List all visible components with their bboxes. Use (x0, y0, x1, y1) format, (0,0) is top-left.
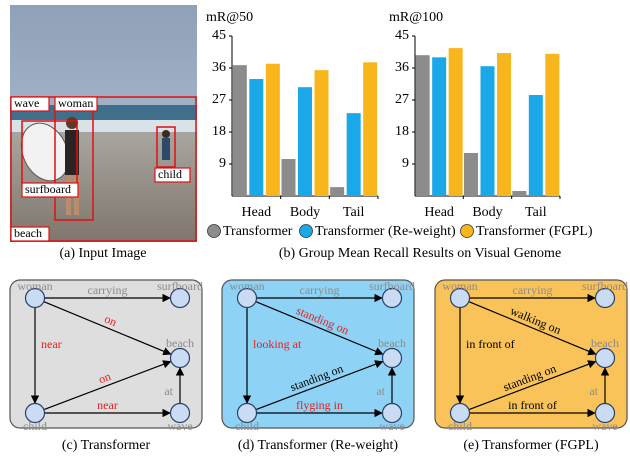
legend-swatch (208, 225, 221, 238)
legend-label: Transformer (Re-weight) (315, 224, 456, 239)
bar (330, 187, 344, 196)
bar (315, 70, 329, 196)
y-tick-label: 36 (212, 60, 226, 75)
x-tick-label: Tail (343, 205, 365, 220)
edge-label: in front of (508, 398, 557, 412)
node-label: child (448, 419, 472, 433)
y-tick-label: 36 (395, 60, 409, 75)
node-label: beach (591, 336, 619, 350)
edge-label: carrying (300, 283, 340, 297)
edge-label: at (376, 384, 385, 398)
y-tick-label: 27 (395, 92, 409, 107)
figure: wave woman surfboard child beach (a) Inp… (0, 0, 630, 473)
bbox-label: beach (14, 226, 42, 240)
caption: (c) Transformer (62, 438, 151, 453)
legend-label: Transformer (223, 224, 293, 239)
node-label: wave (379, 419, 404, 433)
edge-label: in front of (466, 337, 515, 351)
edge-label: looking at (253, 337, 302, 351)
caption: (d) Transformer (Re-weight) (238, 438, 399, 453)
bar (432, 57, 446, 196)
y-axis-title: mR@50 (206, 10, 253, 25)
edge-label: flyging in (296, 398, 343, 412)
node-label: beach (166, 336, 194, 350)
edge-label: carrying (513, 283, 553, 297)
bar (464, 153, 478, 196)
legend-swatch (461, 225, 474, 238)
node-label: wave (167, 419, 192, 433)
bar (416, 55, 430, 196)
y-tick-label: 45 (212, 28, 226, 43)
x-tick-label: Tail (525, 205, 547, 220)
edge-label: near (97, 398, 118, 412)
x-tick-label: Body (290, 205, 320, 220)
bar (282, 159, 296, 196)
bar (266, 64, 280, 196)
x-tick-label: Head (424, 205, 454, 220)
node-label: surfboard (157, 279, 203, 293)
scene-graph: carryingstanding onlooking atstanding on… (222, 279, 415, 433)
y-axis-title: mR@100 (389, 10, 443, 25)
bbox-label: wave (14, 96, 39, 110)
bbox-label: child (158, 167, 182, 181)
node (171, 349, 190, 368)
node-label: beach (378, 336, 406, 350)
edge-label: near (41, 337, 62, 351)
bar (347, 113, 361, 196)
legend-label: Transformer (FGPL) (476, 224, 593, 239)
bar (512, 191, 526, 196)
edge-label: carrying (88, 283, 128, 297)
y-tick-label: 18 (395, 124, 409, 139)
bar (449, 48, 463, 196)
legend-swatch (300, 225, 313, 238)
y-tick-label: 27 (212, 92, 226, 107)
bar (481, 66, 495, 196)
node-label: surfboard (582, 279, 628, 293)
y-tick-label: 18 (212, 124, 226, 139)
bar (298, 87, 312, 196)
node-label: woman (442, 279, 477, 293)
bar (363, 62, 377, 196)
x-tick-label: Head (242, 205, 272, 220)
bar (249, 79, 263, 196)
bbox-label: surfboard (25, 182, 71, 196)
bbox-label: woman (58, 96, 93, 110)
node-label: woman (229, 279, 264, 293)
edge-label: at (164, 384, 173, 398)
input-image: wave woman surfboard child beach (10, 5, 197, 242)
x-tick-label: Body (472, 205, 502, 220)
bar (233, 65, 247, 196)
bar (529, 95, 543, 196)
node-label: woman (17, 279, 52, 293)
caption: (b) Group Mean Recall Results on Visual … (279, 246, 561, 261)
y-tick-label: 9 (219, 156, 226, 171)
node (596, 349, 615, 368)
bar (545, 54, 559, 196)
y-tick-label: 45 (395, 28, 409, 43)
edge-label: at (589, 384, 598, 398)
y-tick-label: 9 (402, 156, 409, 171)
node-label: wave (592, 419, 617, 433)
caption: (e) Transformer (FGPL) (463, 438, 599, 453)
node-label: surfboard (369, 279, 415, 293)
bar (497, 53, 511, 196)
node-label: child (23, 419, 47, 433)
caption: (a) Input Image (59, 246, 146, 261)
node (383, 349, 402, 368)
node-label: child (235, 419, 259, 433)
